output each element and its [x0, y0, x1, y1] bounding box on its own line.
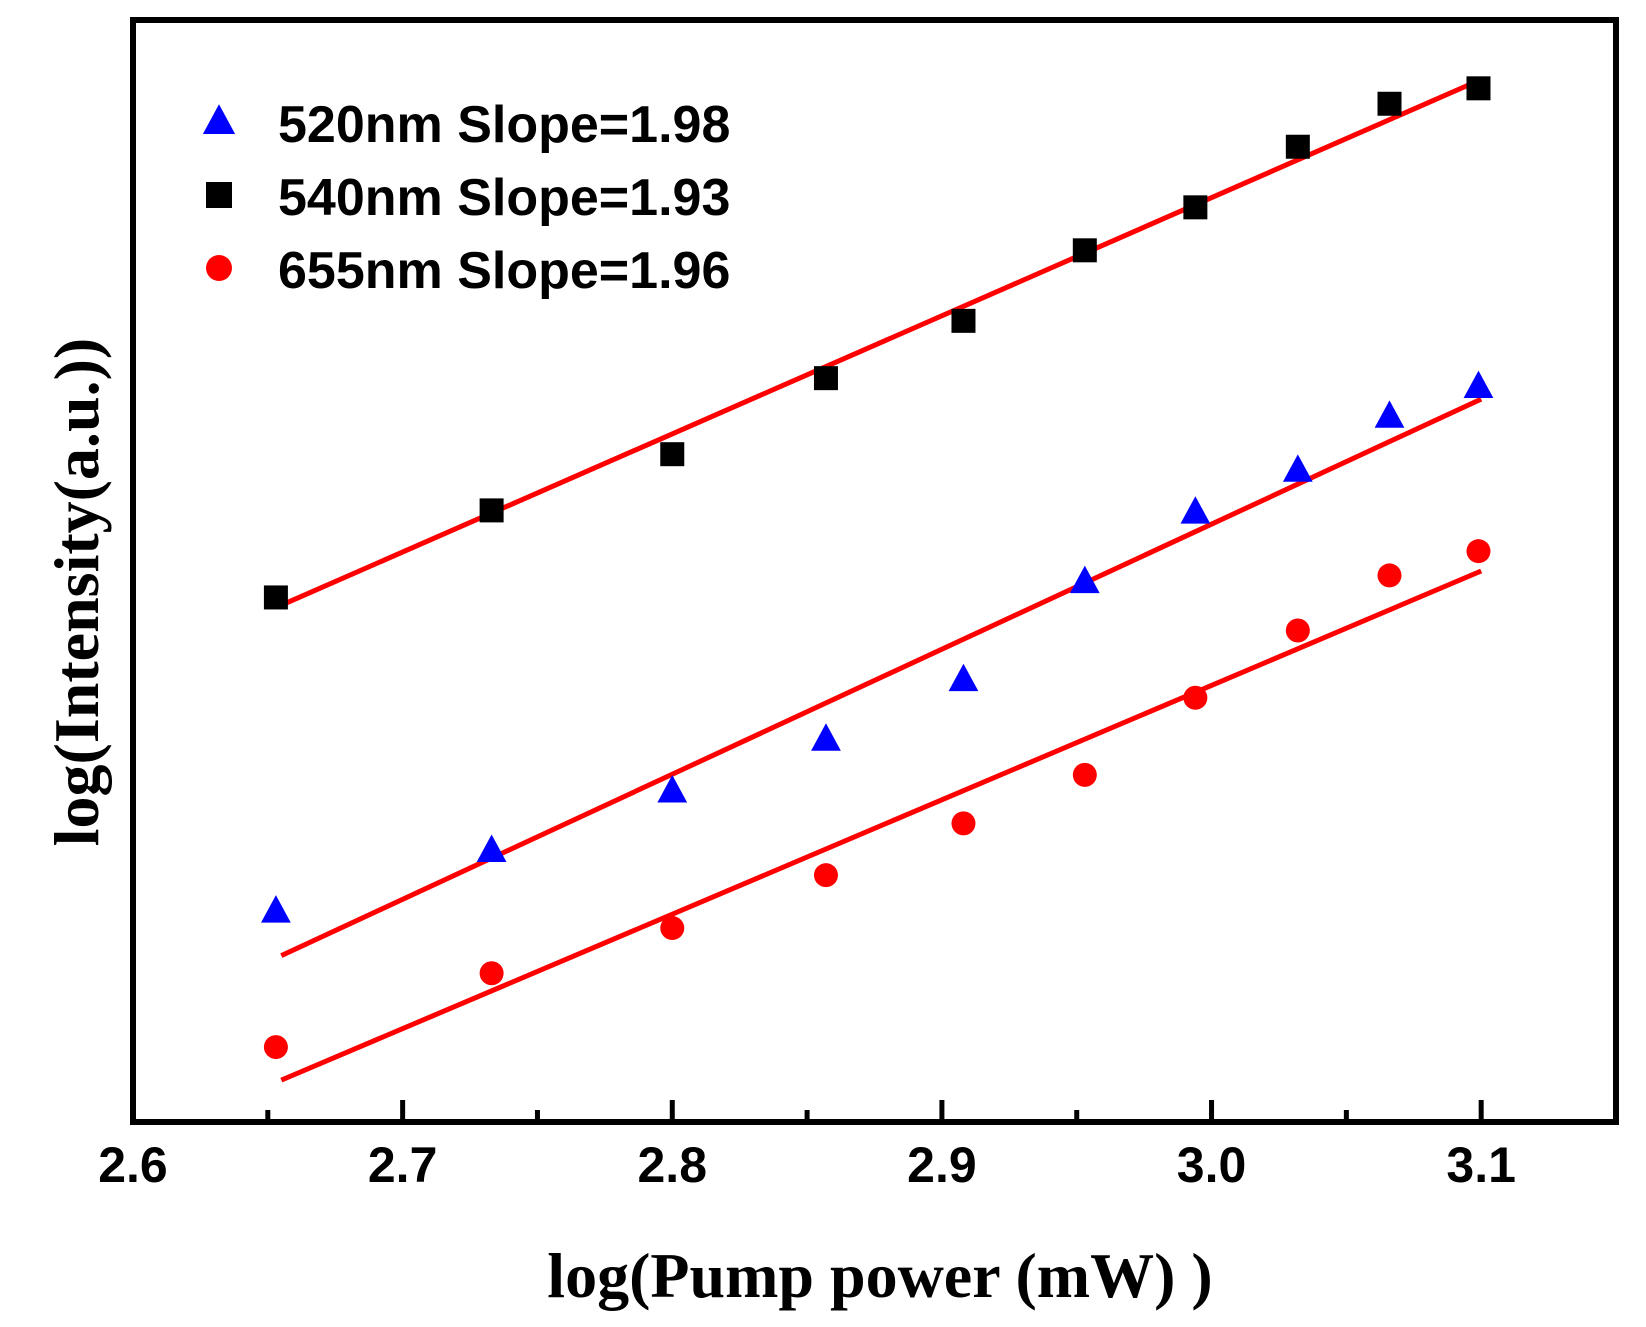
fit-line-520nm: [280, 396, 1483, 958]
data-point-520nm: [476, 834, 507, 862]
legend-marker-540nm: [206, 182, 232, 208]
data-point-655nm: [951, 811, 976, 836]
data-point-540nm: [660, 442, 685, 467]
x-tick-label: 3.1: [1446, 1137, 1516, 1193]
fit-line-655nm: [280, 568, 1483, 1083]
data-point-520nm: [261, 895, 291, 923]
data-markers: [261, 76, 1494, 1060]
data-point-655nm: [1072, 762, 1097, 787]
data-point-540nm: [1285, 134, 1310, 159]
x-tick-label: 2.9: [907, 1137, 977, 1193]
data-point-540nm: [951, 308, 976, 333]
x-axis-tick-labels: 2.6 2.7 2.8 2.9 3.0 3.1: [98, 1137, 1516, 1193]
data-point-540nm: [1466, 76, 1491, 101]
legend-marker-655nm: [206, 255, 232, 281]
legend-marker-520nm: [202, 104, 236, 135]
x-axis-title: log(Pump power (mW) ): [547, 1240, 1212, 1311]
data-point-520nm: [1282, 454, 1313, 482]
y-axis-title: log(Intensity(a.u.)): [41, 338, 112, 846]
legend: 520nm Slope=1.98 540nm Slope=1.93 655nm Sl…: [202, 96, 730, 300]
data-point-540nm: [813, 366, 838, 391]
data-point-655nm: [1183, 685, 1208, 710]
data-point-520nm: [1374, 400, 1405, 428]
data-point-655nm: [1285, 618, 1310, 643]
legend-label-520nm: 520nm Slope=1.98: [278, 96, 730, 154]
data-point-540nm: [1183, 195, 1208, 220]
data-point-655nm: [263, 1035, 288, 1060]
data-point-655nm: [813, 863, 838, 888]
data-point-540nm: [1377, 91, 1402, 116]
x-tick-label: 2.7: [368, 1137, 438, 1193]
x-axis-ticks: [130, 1100, 1484, 1122]
data-point-540nm: [479, 498, 504, 523]
legend-label-655nm: 655nm Slope=1.96: [278, 242, 730, 300]
data-point-520nm: [811, 723, 841, 751]
data-point-655nm: [1466, 539, 1491, 564]
data-point-655nm: [479, 961, 504, 986]
data-point-520nm: [1069, 565, 1100, 594]
x-tick-label: 2.6: [98, 1137, 168, 1193]
data-point-540nm: [263, 585, 288, 610]
plot-frame: [130, 17, 1619, 1125]
data-point-520nm: [1463, 370, 1494, 399]
x-tick-label: 2.8: [638, 1137, 708, 1193]
data-point-520nm: [1180, 496, 1211, 524]
data-point-540nm: [1072, 238, 1097, 263]
data-point-655nm: [1377, 563, 1402, 588]
legend-label-540nm: 540nm Slope=1.93: [278, 169, 730, 227]
data-point-520nm: [657, 775, 688, 803]
data-point-520nm: [948, 663, 979, 692]
x-tick-label: 3.0: [1177, 1137, 1247, 1193]
data-point-655nm: [660, 916, 685, 941]
